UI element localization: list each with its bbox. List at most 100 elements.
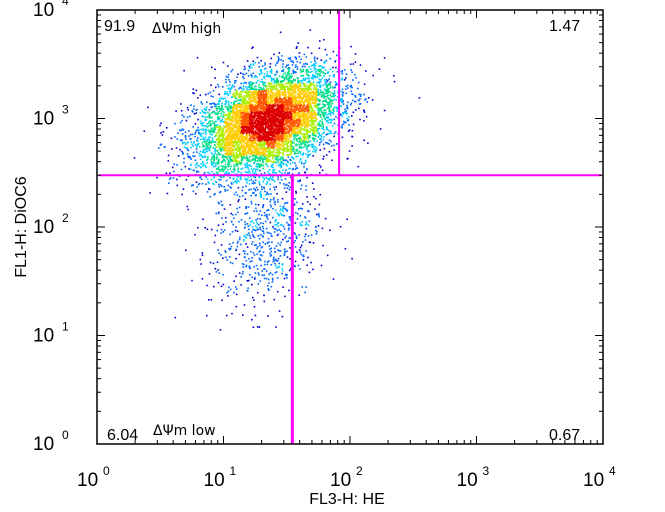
data-point (282, 88, 285, 91)
data-point (243, 238, 245, 241)
data-point (258, 273, 260, 276)
data-point (249, 98, 251, 101)
data-point (259, 80, 262, 83)
data-point (254, 188, 256, 191)
data-point (259, 158, 262, 160)
data-point (295, 86, 297, 88)
data-point (292, 109, 295, 111)
data-point (287, 149, 290, 152)
data-point (291, 102, 294, 104)
data-point (229, 142, 231, 144)
data-point (260, 151, 262, 154)
data-point (295, 71, 297, 73)
data-point (203, 151, 205, 154)
data-point (225, 156, 227, 158)
data-point (266, 96, 269, 99)
data-point (251, 283, 253, 286)
data-point (300, 244, 303, 247)
data-point (224, 216, 227, 219)
data-point (289, 58, 292, 60)
data-point (308, 110, 311, 113)
data-point (296, 132, 298, 135)
data-point (292, 134, 295, 136)
data-point (253, 176, 255, 178)
data-point (323, 61, 326, 63)
data-point (292, 78, 295, 81)
data-point (201, 254, 204, 256)
data-point (233, 166, 236, 168)
data-point (314, 101, 317, 103)
data-point (238, 136, 241, 138)
data-point (286, 165, 289, 167)
data-point (271, 161, 273, 163)
data-point (273, 78, 275, 81)
data-point (222, 98, 225, 100)
data-point (278, 265, 280, 268)
data-point (328, 132, 330, 135)
data-point (271, 164, 273, 166)
data-point (289, 237, 292, 239)
data-point (323, 95, 325, 97)
data-point (311, 119, 314, 121)
data-point (255, 85, 257, 88)
data-point (213, 158, 216, 160)
data-point (176, 164, 178, 166)
data-point (294, 246, 297, 248)
data-point (258, 141, 260, 144)
data-point (260, 89, 263, 91)
data-point (319, 134, 321, 137)
data-point (292, 72, 295, 74)
data-point (300, 224, 302, 226)
data-point (312, 94, 315, 97)
data-point (243, 102, 245, 104)
data-point (301, 87, 304, 90)
data-point (260, 60, 262, 62)
data-point (300, 253, 302, 256)
data-point (308, 108, 311, 110)
data-point (264, 190, 266, 193)
data-point (322, 103, 324, 105)
data-point (183, 161, 185, 164)
data-point (217, 201, 220, 204)
data-point (329, 84, 331, 86)
data-point (308, 100, 310, 103)
data-point (276, 77, 279, 80)
data-point (244, 146, 246, 149)
data-point (277, 176, 279, 178)
data-point (335, 116, 337, 118)
data-point (221, 156, 224, 159)
data-point (263, 263, 266, 266)
data-point (269, 100, 272, 102)
data-point (278, 158, 280, 161)
data-point (306, 223, 308, 225)
data-point (269, 272, 272, 274)
data-point (227, 124, 229, 126)
data-point (211, 156, 214, 158)
data-point (237, 240, 239, 243)
data-point (217, 167, 220, 169)
data-point (269, 176, 272, 179)
data-point (227, 137, 229, 140)
data-point (213, 126, 216, 128)
data-point (306, 103, 309, 106)
data-point (263, 77, 266, 79)
data-point (345, 88, 347, 90)
data-point (236, 122, 239, 124)
data-point (307, 224, 310, 226)
data-point (182, 153, 184, 155)
data-point (233, 95, 236, 98)
data-point (227, 150, 230, 152)
data-point (276, 79, 278, 81)
data-point (235, 140, 237, 143)
data-point (273, 84, 275, 87)
data-point (304, 125, 307, 127)
data-point (298, 294, 300, 296)
data-point (293, 203, 296, 205)
data-point (171, 166, 174, 169)
data-point (196, 186, 198, 188)
data-point (238, 149, 241, 151)
data-point (241, 100, 244, 102)
data-point (249, 67, 251, 69)
data-point (233, 193, 236, 196)
data-point (301, 133, 303, 136)
